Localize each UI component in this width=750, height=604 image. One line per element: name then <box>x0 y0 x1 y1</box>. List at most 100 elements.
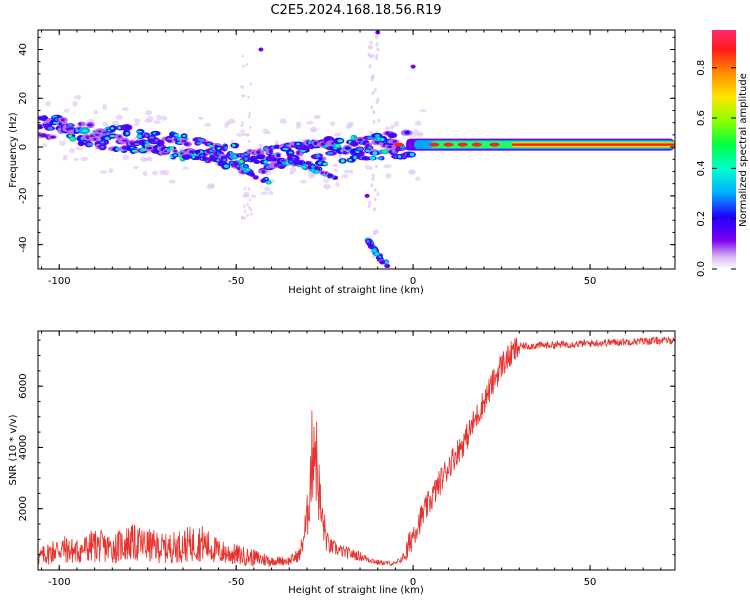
spectrogram-noise <box>329 121 336 126</box>
spectrogram-y-tick-label: 40 <box>18 43 29 56</box>
spectrogram-noise <box>371 173 375 178</box>
spectrogram-cell <box>276 153 281 158</box>
spectrogram-cell <box>70 137 76 141</box>
spectrogram-noise <box>152 170 158 176</box>
spectrogram-cell <box>375 134 380 137</box>
spectrogram-cell <box>180 152 184 155</box>
spectrogram-cell <box>313 141 318 146</box>
spectrogram-noise <box>108 167 114 174</box>
spectrogram-noise <box>240 94 244 98</box>
spectrogram-cell <box>245 168 250 171</box>
spectrogram-cell <box>93 137 97 141</box>
spectrogram-cell <box>315 167 319 170</box>
spectrogram-x-tick-label: 50 <box>584 276 597 287</box>
spectrogram-noise <box>372 119 376 124</box>
spectrogram-noise <box>145 110 152 116</box>
spectrogram-noise <box>370 105 374 110</box>
spectrogram-cell <box>40 133 46 138</box>
spectrogram-noise <box>243 216 247 220</box>
spectrogram-noise <box>375 34 379 39</box>
spectrogram-cell <box>318 156 323 161</box>
spectrogram-cell <box>134 142 140 146</box>
spectrogram-noise <box>248 139 251 144</box>
spectrogram-cell <box>333 176 337 179</box>
spectrogram-cell <box>296 142 300 146</box>
spectrogram-noise <box>279 118 287 124</box>
spectrogram-noise <box>373 87 377 92</box>
chart-title: C2E5.2024.168.18.56.R19 <box>270 3 441 18</box>
spectrogram-cell <box>243 153 249 156</box>
spectrogram-cell <box>216 159 220 162</box>
spectrogram-noise <box>102 104 108 111</box>
spectrogram-cell <box>230 161 234 164</box>
spectrogram-noise <box>310 126 318 133</box>
spectrogram-cell <box>331 141 335 145</box>
spectrogram-hotspot <box>443 142 454 147</box>
spectrogram-cell <box>385 264 389 267</box>
spectrogram-noise <box>323 179 330 183</box>
spectrogram-cell <box>47 126 53 130</box>
spectrogram-noise <box>132 165 140 169</box>
spectrogram-x-tick-label: -50 <box>228 276 244 287</box>
spectrogram-noise <box>371 91 375 96</box>
spectrogram-noise <box>80 156 89 161</box>
spectrogram-noise <box>376 47 380 52</box>
spectrogram-cell <box>382 149 388 154</box>
spectrogram-noise <box>74 94 82 100</box>
spectrogram-cell <box>384 261 388 264</box>
spectrogram-cell <box>261 179 265 182</box>
spectrogram-cell <box>322 162 328 166</box>
spectrogram-cell <box>261 169 266 174</box>
spectrogram-noise <box>375 229 379 234</box>
spectrogram-heatmap <box>38 30 675 269</box>
spectrogram-noise <box>369 45 373 50</box>
spectrogram-cell <box>352 142 358 146</box>
spectrogram-noise <box>240 123 244 127</box>
spectrogram-cell <box>328 174 333 177</box>
spectrogram-noise <box>72 100 78 107</box>
spectrogram-noise <box>289 166 297 173</box>
spectrogram-cell <box>209 149 214 153</box>
spectrogram-cell <box>82 129 88 133</box>
spectrogram-cell <box>320 171 324 174</box>
spectrogram-noise <box>236 132 244 137</box>
spectrogram-noise <box>75 146 83 151</box>
spectrogram-cell <box>203 157 207 161</box>
spectrogram-cell <box>104 136 110 141</box>
spectrogram-cell <box>267 181 271 184</box>
spectrogram-noise <box>377 118 381 123</box>
snr-y-axis-label: SNR (10 * v/v) <box>8 414 19 485</box>
spectrogram-noise <box>349 169 354 174</box>
spectrogram-noise <box>370 183 374 188</box>
spectrogram-cell <box>50 135 56 139</box>
spectrogram-cell <box>124 125 130 130</box>
spectrogram-cell <box>169 146 174 151</box>
spectrogram-noise <box>419 109 427 113</box>
spectrogram-noise <box>385 173 392 179</box>
spectrogram-noise <box>250 194 257 199</box>
spectrogram-noise <box>102 121 109 127</box>
snr-x-tick-label: -100 <box>48 577 71 588</box>
spectrogram-noise <box>249 125 252 129</box>
spectrogram-noise <box>41 143 48 148</box>
spectrogram-noise <box>368 200 372 205</box>
spectrogram-noise <box>243 209 247 213</box>
spectrogram-noise <box>242 194 250 198</box>
spectrogram-cell <box>268 149 274 154</box>
snr-y-tick-label: 6000 <box>18 373 29 398</box>
spectrogram-noise <box>182 166 190 170</box>
spectrogram-cell <box>302 166 306 169</box>
spectrogram-cell <box>60 118 65 122</box>
spectrogram-noise <box>347 121 354 128</box>
colorbar-label: Normalized spectral amplitude <box>738 73 749 227</box>
spectrogram-noise <box>240 216 244 220</box>
spectrogram-cell <box>325 137 331 142</box>
spectrogram-noise <box>246 203 249 207</box>
spectrogram-cell <box>387 145 393 148</box>
spectrogram-noise <box>204 122 212 127</box>
spectrogram-x-axis-label: Height of straight line (km) <box>288 285 424 296</box>
spectrogram-noise <box>365 164 370 170</box>
spectrogram-cell <box>288 157 292 160</box>
spectrogram-noise <box>332 163 338 168</box>
spectrogram-cell <box>181 139 187 143</box>
